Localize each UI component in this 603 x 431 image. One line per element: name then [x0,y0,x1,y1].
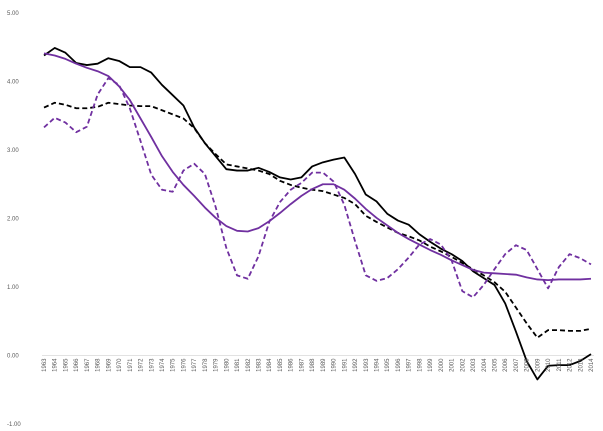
x-tick-label: 1987 [299,358,305,372]
y-tick-label: -1.00 [7,422,21,428]
x-tick-label: 2011 [557,358,563,372]
x-axis-tick-labels: 1963 1964 1965 1966 1967 1968 1969 1970 1971 1972… [42,358,595,372]
series-lines [43,47,592,381]
x-tick-label: 1964 [53,358,59,372]
y-tick-label: 5.00 [7,11,19,17]
x-tick-label: 1975 [171,358,177,372]
y-tick-label: 0.00 [7,354,19,360]
x-tick-label: 2009 [535,358,541,372]
x-tick-label: 2000 [439,358,445,372]
x-tick-label: 1984 [267,358,273,372]
series-line-3 [43,52,592,282]
x-tick-label: 1976 [181,358,187,372]
x-tick-label: 1982 [246,358,252,372]
x-tick-label: 1972 [139,358,145,372]
x-tick-label: 1965 [63,358,69,372]
x-tick-label: 1995 [385,358,391,372]
x-tick-label: 1988 [310,358,316,372]
y-tick-label: 2.00 [7,217,19,223]
x-tick-label: 1986 [289,358,295,372]
x-tick-label: 2002 [460,358,466,372]
x-tick-label: 1980 [224,358,230,372]
x-tick-label: 2014 [589,358,595,372]
x-tick-label: 1973 [149,358,155,372]
x-tick-label: 1993 [364,358,370,372]
x-tick-label: 1999 [428,358,434,372]
x-tick-label: 1996 [396,358,402,372]
x-tick-label: 1985 [278,358,284,372]
series-line-4 [43,77,592,299]
y-tick-label: 3.00 [7,148,19,154]
y-tick-label: 1.00 [7,285,19,291]
x-tick-label: 2006 [503,358,509,372]
x-tick-label: 1983 [257,358,263,372]
series-line-1 [43,47,592,381]
x-tick-label: 2001 [450,358,456,372]
x-tick-label: 1971 [128,358,134,372]
x-tick-label: 2007 [514,358,520,372]
x-tick-label: 2012 [568,358,574,372]
x-tick-label: 1968 [96,358,102,372]
x-tick-label: 1998 [417,358,423,372]
x-tick-label: 1974 [160,358,166,372]
x-tick-label: 1997 [407,358,413,372]
x-tick-label: 1979 [214,358,220,372]
x-tick-label: 1969 [106,358,112,372]
x-tick-label: 1966 [74,358,80,372]
x-tick-label: 1977 [192,358,198,372]
y-axis-tick-labels: -1.00 0.00 1.00 2.00 3.00 4.00 5.00 [7,11,21,428]
x-tick-label: 1994 [374,358,380,372]
x-tick-label: 2013 [578,358,584,372]
x-tick-label: 1990 [332,358,338,372]
x-tick-label: 2008 [525,358,531,372]
series-line-2 [43,101,592,339]
x-tick-label: 2010 [546,358,552,372]
x-tick-label: 1991 [342,358,348,372]
x-tick-label: 1967 [85,358,91,372]
x-tick-label: 1978 [203,358,209,372]
x-tick-label: 1989 [321,358,327,372]
x-tick-label: 1970 [117,358,123,372]
x-tick-label: 1992 [353,358,359,372]
x-tick-label: 2005 [492,358,498,372]
x-tick-label: 1981 [235,358,241,372]
x-tick-label: 2004 [482,358,488,372]
x-tick-label: 2003 [471,358,477,372]
y-tick-label: 4.00 [7,80,19,86]
x-tick-label: 1963 [42,358,48,372]
